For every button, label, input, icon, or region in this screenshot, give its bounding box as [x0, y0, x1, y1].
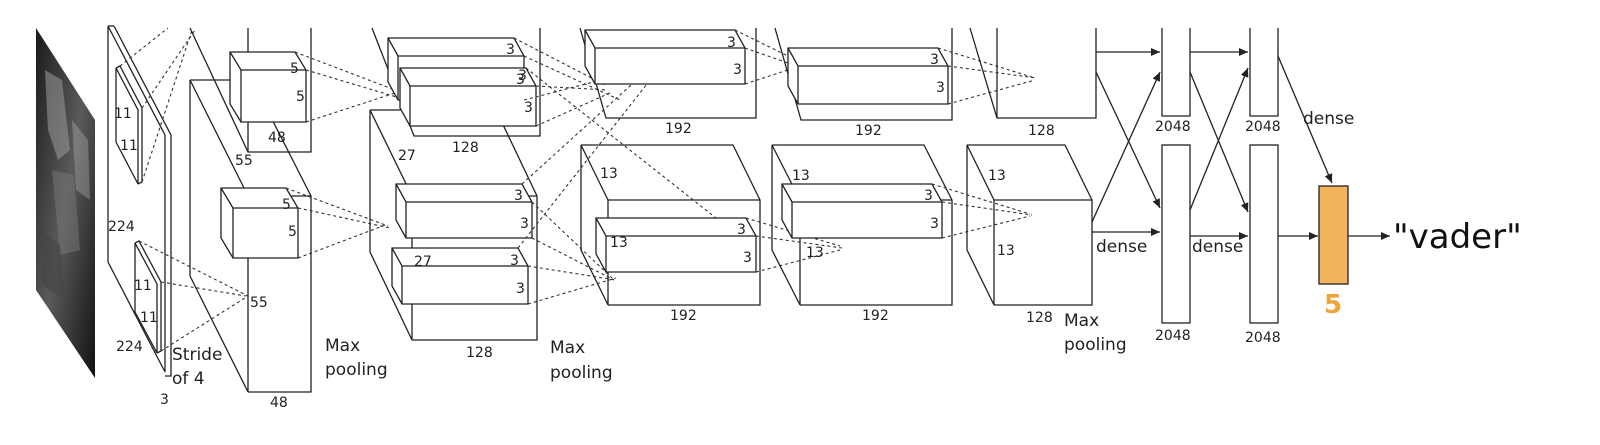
- conv2-size-label: 128: [466, 345, 493, 361]
- conv2-kernel-label: 3: [524, 100, 533, 116]
- conv4-kernel-label: 3: [930, 216, 939, 232]
- fc2-size-label: 2048: [1245, 330, 1281, 346]
- conv1-kernel-label: 5: [296, 89, 305, 105]
- max-pooling-label: pooling: [1064, 335, 1127, 355]
- conv1-connections: [285, 51, 401, 259]
- conv3-kernel-label: 3: [733, 62, 742, 78]
- dense-label: dense: [1096, 237, 1147, 257]
- conv2-kernel-label: 3: [518, 68, 527, 84]
- input-size-label: 224: [108, 219, 135, 235]
- conv3-layer: [579, 27, 761, 306]
- conv3-size-label: 13: [610, 235, 628, 251]
- conv4-size-label: 192: [862, 308, 889, 324]
- output-layer: [1318, 185, 1349, 285]
- conv1-kernel-label: 5: [282, 197, 291, 213]
- fc1-size-label: 2048: [1155, 328, 1191, 344]
- input-size-label: 224: [116, 339, 143, 355]
- conv3-kernel-label: 3: [737, 222, 746, 238]
- conv1-size-label: 55: [250, 295, 268, 311]
- conv3-size-label: 13: [600, 166, 618, 182]
- input-kernel-label: 11: [120, 138, 138, 154]
- conv2-kernel-label: 3: [510, 253, 519, 269]
- conv4-size-label: 13: [806, 245, 824, 261]
- conv4-kernel-label: 3: [930, 52, 939, 68]
- input-kernel-connections: [119, 27, 249, 352]
- dense-label: dense: [1192, 237, 1243, 257]
- output-size-label: 5: [1324, 290, 1342, 320]
- input-kernel-label: 11: [134, 278, 152, 294]
- max-pooling-label: Max: [550, 338, 585, 358]
- darth-vader-photo-icon: [36, 28, 95, 378]
- conv2-size-label: 27: [414, 254, 432, 270]
- conv2-kernel-label: 3: [516, 72, 525, 88]
- max-pooling-label: pooling: [550, 363, 613, 383]
- conv5-size-label: 13: [997, 243, 1015, 259]
- dense-arrows: [1091, 48, 1390, 240]
- conv2-kernel-label: 3: [520, 216, 529, 232]
- conv1-size-label: 48: [268, 130, 286, 146]
- conv1-size-label: 48: [270, 395, 288, 411]
- conv3-kernel-label: 3: [727, 35, 736, 51]
- max-pooling-label: Max: [325, 336, 360, 356]
- conv3-size-label: 192: [670, 308, 697, 324]
- dense-layers: [1161, 28, 1279, 324]
- conv2-connections: [513, 37, 717, 305]
- conv5-size-label: 13: [988, 168, 1006, 184]
- input-kernel-label: 11: [140, 310, 158, 326]
- conv1-kernel-label: 5: [288, 224, 297, 240]
- stride-label: Stride: [172, 345, 222, 365]
- fc2-size-label: 2048: [1245, 119, 1281, 135]
- conv4-kernel-label: 3: [936, 80, 945, 96]
- conv4-size-label: 192: [855, 123, 882, 139]
- conv2-size-label: 128: [452, 140, 479, 156]
- conv5-size-label: 128: [1026, 310, 1053, 326]
- conv2-kernel-label: 3: [516, 281, 525, 297]
- conv4-layer: [771, 27, 953, 306]
- conv2-layer: [369, 27, 541, 341]
- fc1-size-label: 2048: [1155, 119, 1191, 135]
- prediction-label: "vader": [1393, 217, 1522, 257]
- conv2-size-label: 27: [398, 148, 416, 164]
- input-depth-label: 3: [160, 392, 169, 408]
- conv4-size-label: 13: [792, 168, 810, 184]
- input-kernel-label: 11: [114, 106, 132, 122]
- conv1-size-label: 55: [235, 153, 253, 169]
- conv1-layer: [189, 27, 312, 393]
- conv2-kernel-label: 3: [514, 188, 523, 204]
- conv4-connections: [931, 47, 1037, 239]
- conv4-kernel-label: 3: [924, 188, 933, 204]
- max-pooling-label: Max: [1064, 311, 1099, 331]
- conv1-kernel-label: 5: [290, 61, 299, 77]
- stride-label: of 4: [172, 369, 205, 389]
- conv3-kernel-label: 3: [743, 250, 752, 266]
- conv5-layer: [966, 27, 1097, 306]
- conv5-size-label: 128: [1028, 123, 1055, 139]
- conv2-kernel-label: 3: [506, 42, 515, 58]
- dense-label: dense: [1303, 109, 1354, 129]
- max-pooling-label: pooling: [325, 360, 388, 380]
- conv3-size-label: 192: [665, 121, 692, 137]
